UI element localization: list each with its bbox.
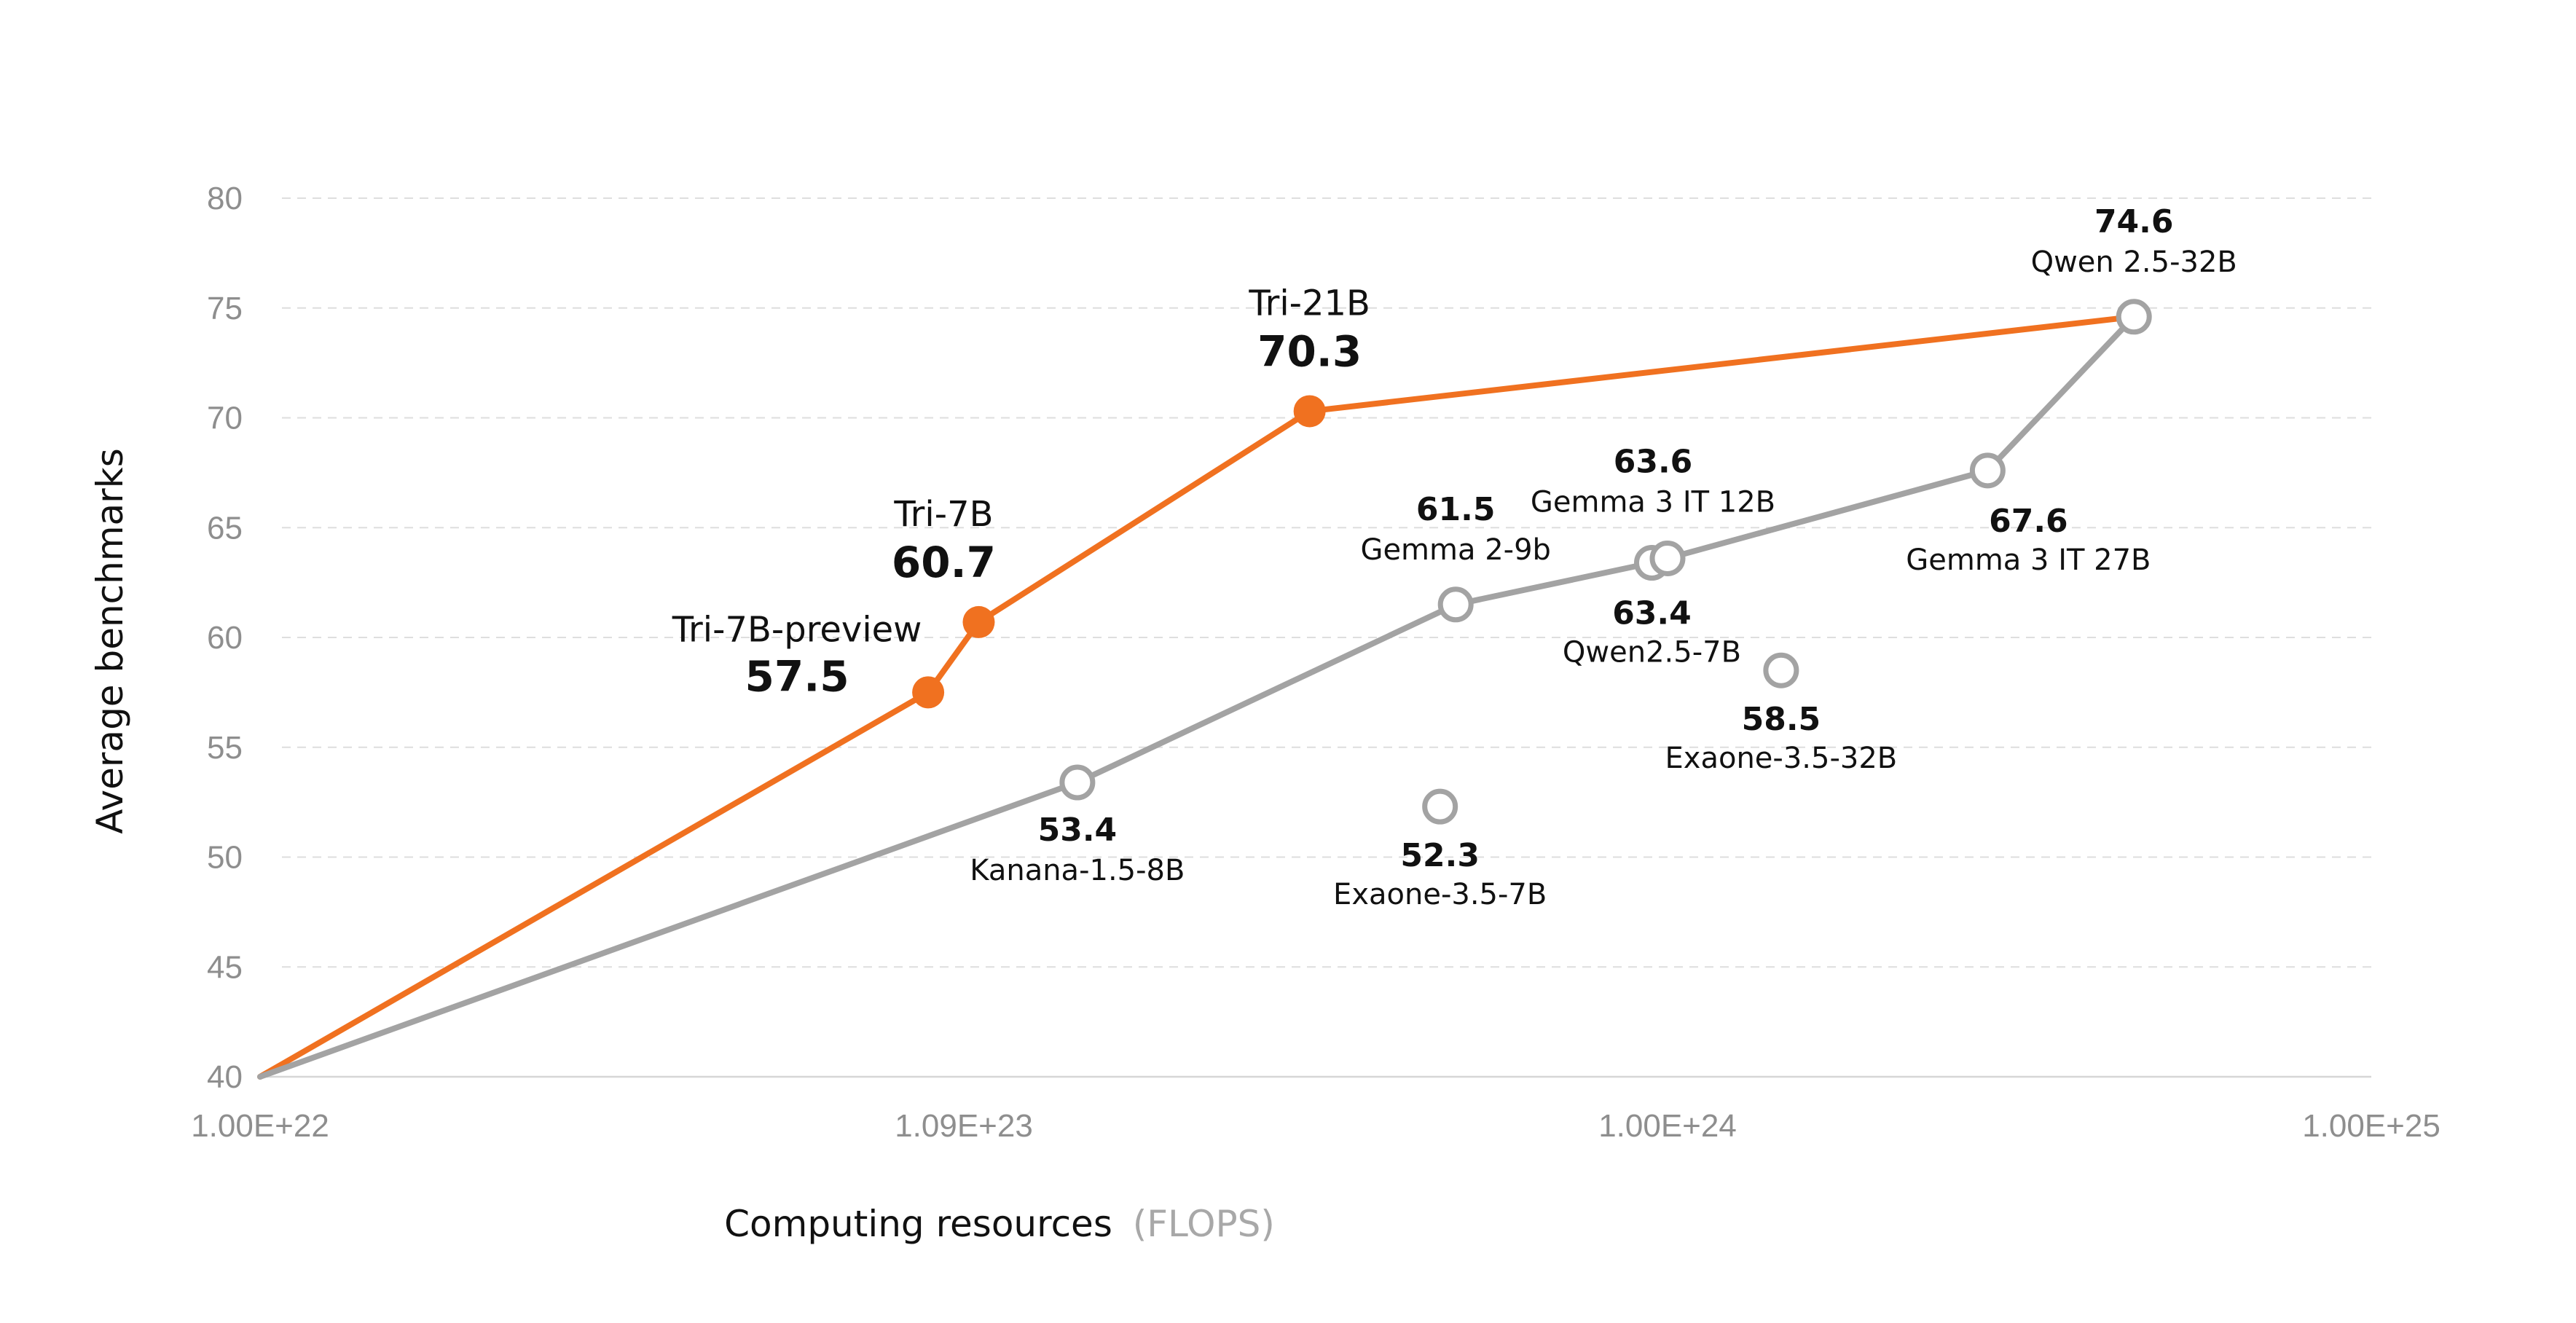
- series-line-0: [257, 313, 2137, 1080]
- value-label-1-6: 74.6: [2094, 203, 2174, 240]
- model-label-1-1: Kanana-1.5-8B: [970, 854, 1185, 887]
- value-label-1-2: 61.5: [1416, 491, 1496, 528]
- x-tick-label-2: 1.00E+24: [1598, 1108, 1737, 1144]
- series-line-1: [257, 313, 2137, 1080]
- tick-labels: 40 45 50 55 60 65 70 75 80 1.00E+22 1.09E+23 1.00E+…: [191, 181, 2440, 1144]
- data-point-1-2: [1437, 586, 1474, 623]
- y-tick-label-45: 45: [207, 949, 243, 985]
- y-tick-label-40: 40: [207, 1059, 243, 1095]
- data-point-1-4: [1649, 540, 1686, 576]
- y-axis-title: Average benchmarks: [89, 448, 131, 834]
- y-tick-label-80: 80: [207, 181, 243, 216]
- x-tick-label-0: 1.00E+22: [191, 1108, 329, 1144]
- data-point-1-5: [1969, 452, 2006, 489]
- model-label-0-1: Tri-7B-preview: [672, 609, 922, 650]
- value-label-0-1: 57.5: [745, 651, 849, 701]
- model-label-1-6: Qwen 2.5-32B: [2031, 246, 2237, 279]
- value-label-0-3: 70.3: [1257, 326, 1362, 376]
- grid-lines: [282, 197, 2371, 968]
- value-label-1-3: 63.4: [1612, 594, 1692, 632]
- value-label-0-2: 60.7: [892, 538, 996, 587]
- x-axis-title-unit: (FLOPS): [1133, 1203, 1275, 1245]
- x-tick-label-3: 1.00E+25: [2302, 1108, 2440, 1144]
- model-label-2-0: Exaone-3.5-7B: [1333, 878, 1547, 911]
- data-point-2-1: [1763, 652, 1799, 688]
- model-label-1-4: Gemma 3 IT 12B: [1531, 485, 1775, 519]
- data-point-0-3: [1293, 395, 1326, 428]
- x-tick-label-1: 1.09E+23: [895, 1108, 1033, 1144]
- value-label-2-1: 58.5: [1742, 701, 1821, 738]
- y-tick-label-50: 50: [207, 840, 243, 876]
- data-point-1-1: [1059, 764, 1096, 801]
- value-label-1-1: 53.4: [1038, 812, 1118, 849]
- y-tick-label-55: 55: [207, 730, 243, 766]
- x-axis-title: Computing resources (FLOPS): [724, 1203, 1275, 1245]
- x-axis-title-main: Computing resources: [724, 1203, 1112, 1245]
- series-lines: [257, 313, 2137, 1080]
- data-point-0-1: [912, 676, 945, 709]
- data-point-2-0: [1422, 788, 1458, 825]
- value-label-2-0: 52.3: [1400, 837, 1480, 874]
- model-label-0-3: Tri-21B: [1248, 283, 1370, 323]
- y-tick-label-60: 60: [207, 620, 243, 656]
- model-label-0-2: Tri-7B: [893, 494, 993, 535]
- y-tick-label-75: 75: [207, 291, 243, 326]
- model-label-1-3: Qwen2.5-7B: [1563, 635, 1741, 669]
- value-label-1-5: 67.6: [1989, 503, 2068, 540]
- series-points: [912, 299, 2152, 825]
- y-tick-label-70: 70: [207, 401, 243, 436]
- data-point-1-6: [2116, 299, 2152, 335]
- model-label-1-5: Gemma 3 IT 27B: [1906, 543, 2151, 577]
- y-tick-label-65: 65: [207, 510, 243, 546]
- model-label-1-2: Gemma 2-9b: [1360, 533, 1550, 567]
- data-point-0-2: [962, 605, 995, 638]
- model-label-2-1: Exaone-3.5-32B: [1665, 742, 1898, 775]
- value-label-1-4: 63.6: [1614, 443, 1693, 480]
